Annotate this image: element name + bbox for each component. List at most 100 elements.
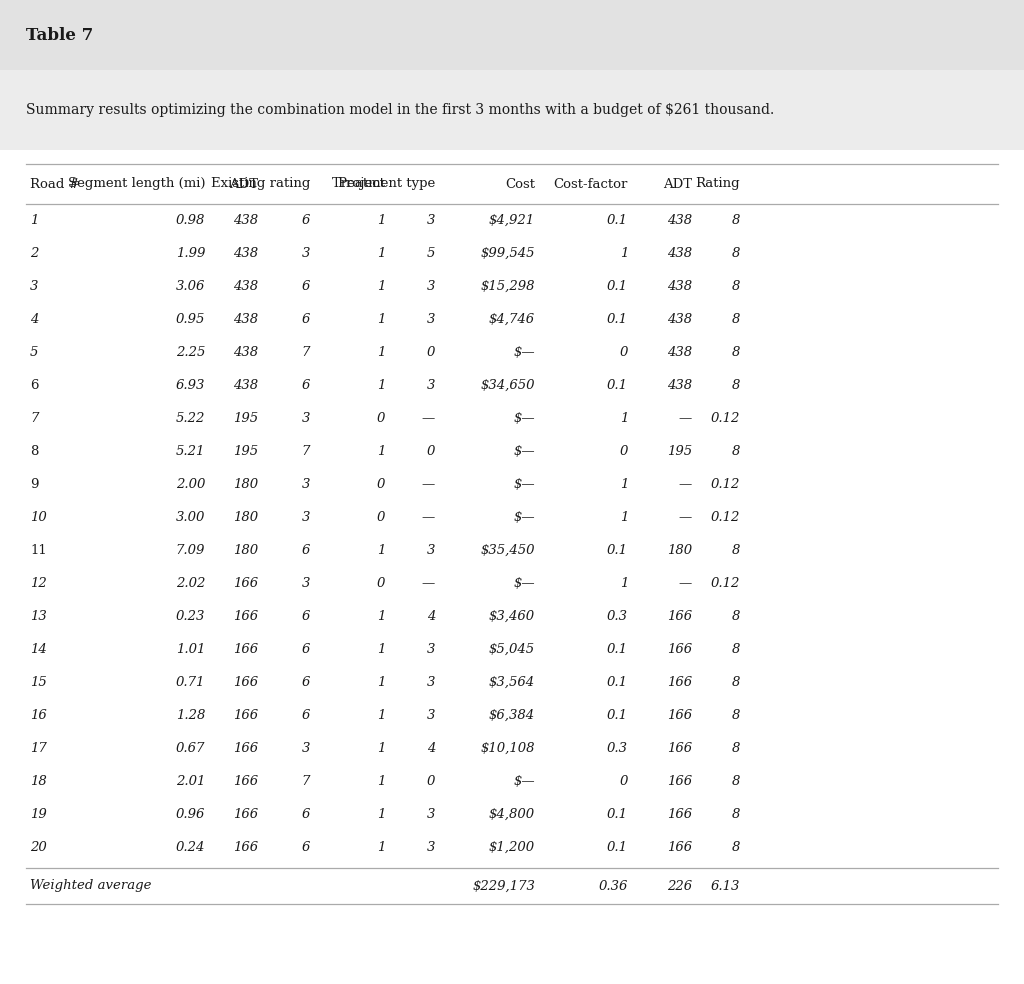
Text: 6: 6 bbox=[302, 643, 310, 656]
Bar bbox=[0, 150, 1024, 984]
Text: 6: 6 bbox=[302, 808, 310, 821]
Text: 2.01: 2.01 bbox=[176, 775, 205, 788]
Text: 438: 438 bbox=[667, 379, 692, 392]
Text: Segment length (mi): Segment length (mi) bbox=[68, 177, 205, 191]
Text: $35,450: $35,450 bbox=[480, 544, 535, 557]
Text: $6,384: $6,384 bbox=[488, 709, 535, 722]
Text: 17: 17 bbox=[30, 742, 47, 755]
Text: 0.95: 0.95 bbox=[176, 313, 205, 326]
Text: 0.1: 0.1 bbox=[607, 808, 628, 821]
Text: 2.02: 2.02 bbox=[176, 577, 205, 590]
Text: 3: 3 bbox=[427, 676, 435, 689]
Text: $3,564: $3,564 bbox=[488, 676, 535, 689]
Text: 3: 3 bbox=[302, 511, 310, 524]
Text: 166: 166 bbox=[232, 709, 258, 722]
Text: 166: 166 bbox=[232, 808, 258, 821]
Text: —: — bbox=[679, 511, 692, 524]
Text: 0: 0 bbox=[620, 775, 628, 788]
Text: 166: 166 bbox=[232, 643, 258, 656]
Text: 3: 3 bbox=[427, 841, 435, 854]
Text: 1: 1 bbox=[377, 280, 385, 293]
Text: 8: 8 bbox=[731, 214, 740, 227]
Text: 0.1: 0.1 bbox=[607, 841, 628, 854]
Text: 6: 6 bbox=[302, 610, 310, 623]
Text: 0.1: 0.1 bbox=[607, 643, 628, 656]
Text: 195: 195 bbox=[232, 445, 258, 458]
Text: 438: 438 bbox=[232, 214, 258, 227]
Text: —: — bbox=[422, 478, 435, 491]
Text: 438: 438 bbox=[667, 346, 692, 359]
Text: 3: 3 bbox=[302, 577, 310, 590]
Text: Road #: Road # bbox=[30, 177, 80, 191]
Text: $10,108: $10,108 bbox=[480, 742, 535, 755]
Text: 6: 6 bbox=[302, 544, 310, 557]
Text: 3: 3 bbox=[30, 280, 38, 293]
Text: 6: 6 bbox=[302, 676, 310, 689]
Text: 7: 7 bbox=[30, 412, 38, 425]
Text: 166: 166 bbox=[667, 808, 692, 821]
Text: 438: 438 bbox=[232, 379, 258, 392]
Text: Table 7: Table 7 bbox=[26, 27, 93, 43]
Text: 3: 3 bbox=[427, 808, 435, 821]
Text: —: — bbox=[679, 478, 692, 491]
Text: 1: 1 bbox=[377, 709, 385, 722]
Text: 438: 438 bbox=[232, 247, 258, 260]
Text: 166: 166 bbox=[232, 610, 258, 623]
Text: 1: 1 bbox=[377, 643, 385, 656]
Text: 6.93: 6.93 bbox=[176, 379, 205, 392]
Text: 0.1: 0.1 bbox=[607, 313, 628, 326]
Text: 0: 0 bbox=[620, 346, 628, 359]
Text: 6: 6 bbox=[30, 379, 39, 392]
Text: 2.25: 2.25 bbox=[176, 346, 205, 359]
Text: $—: $— bbox=[513, 478, 535, 491]
Text: 8: 8 bbox=[30, 445, 38, 458]
Text: $4,746: $4,746 bbox=[488, 313, 535, 326]
Bar bbox=[0, 70, 1024, 150]
Text: Weighted average: Weighted average bbox=[30, 880, 152, 892]
Text: 4: 4 bbox=[427, 610, 435, 623]
Text: $4,921: $4,921 bbox=[488, 214, 535, 227]
Text: 8: 8 bbox=[731, 841, 740, 854]
Text: 1: 1 bbox=[30, 214, 38, 227]
Text: 0: 0 bbox=[620, 445, 628, 458]
Text: 166: 166 bbox=[667, 775, 692, 788]
Text: 1.99: 1.99 bbox=[176, 247, 205, 260]
Text: 1.01: 1.01 bbox=[176, 643, 205, 656]
Text: 0.71: 0.71 bbox=[176, 676, 205, 689]
Text: 6: 6 bbox=[302, 841, 310, 854]
Text: 0.3: 0.3 bbox=[607, 742, 628, 755]
Text: 13: 13 bbox=[30, 610, 47, 623]
Text: 0.1: 0.1 bbox=[607, 379, 628, 392]
Text: 6: 6 bbox=[302, 379, 310, 392]
Text: $229,173: $229,173 bbox=[472, 880, 535, 892]
Text: 15: 15 bbox=[30, 676, 47, 689]
Text: —: — bbox=[679, 412, 692, 425]
Text: 1: 1 bbox=[377, 775, 385, 788]
Text: 8: 8 bbox=[731, 610, 740, 623]
Text: 1: 1 bbox=[620, 577, 628, 590]
Text: 0.1: 0.1 bbox=[607, 214, 628, 227]
Text: 0: 0 bbox=[427, 775, 435, 788]
Text: 0.12: 0.12 bbox=[711, 478, 740, 491]
Text: $—: $— bbox=[513, 445, 535, 458]
Text: 8: 8 bbox=[731, 676, 740, 689]
Text: 3: 3 bbox=[427, 544, 435, 557]
Text: 8: 8 bbox=[731, 280, 740, 293]
Text: 3.00: 3.00 bbox=[176, 511, 205, 524]
Text: 180: 180 bbox=[232, 478, 258, 491]
Text: 8: 8 bbox=[731, 313, 740, 326]
Text: 1: 1 bbox=[377, 445, 385, 458]
Text: 195: 195 bbox=[667, 445, 692, 458]
Text: ADT: ADT bbox=[229, 177, 258, 191]
Text: 7: 7 bbox=[302, 775, 310, 788]
Text: 5.21: 5.21 bbox=[176, 445, 205, 458]
Text: 1: 1 bbox=[377, 313, 385, 326]
Text: 1: 1 bbox=[377, 610, 385, 623]
Text: 166: 166 bbox=[667, 676, 692, 689]
Text: 438: 438 bbox=[667, 214, 692, 227]
Text: 3.06: 3.06 bbox=[176, 280, 205, 293]
Text: 8: 8 bbox=[731, 544, 740, 557]
Text: 1: 1 bbox=[377, 247, 385, 260]
Text: 195: 195 bbox=[232, 412, 258, 425]
Text: 8: 8 bbox=[731, 445, 740, 458]
